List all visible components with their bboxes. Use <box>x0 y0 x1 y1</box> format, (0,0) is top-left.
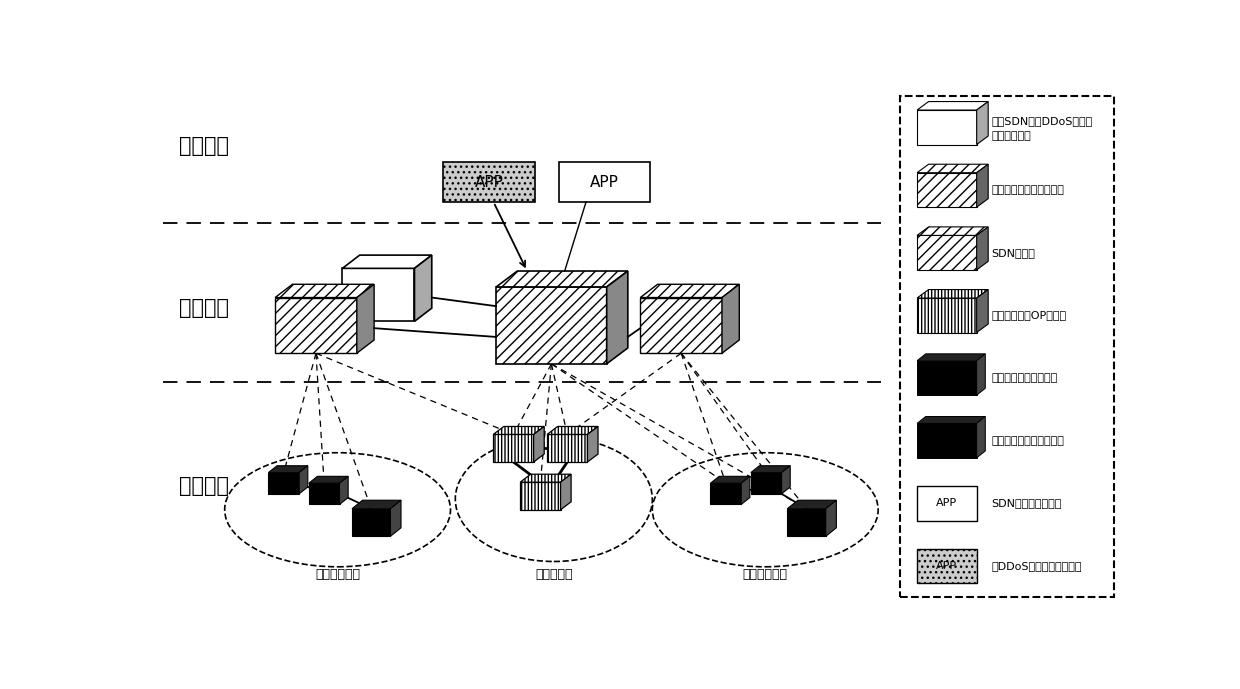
Polygon shape <box>918 173 977 207</box>
Polygon shape <box>309 476 348 483</box>
Text: APP: APP <box>590 174 619 189</box>
Text: 工业SDN网络DDoS攻击检: 工业SDN网络DDoS攻击检 <box>991 116 1092 126</box>
Bar <box>900 96 1114 597</box>
Polygon shape <box>711 476 750 483</box>
Polygon shape <box>309 483 340 504</box>
Polygon shape <box>494 426 544 435</box>
Text: APP: APP <box>475 174 503 189</box>
Polygon shape <box>742 476 750 504</box>
Polygon shape <box>357 285 374 353</box>
Text: 工业接入网络: 工业接入网络 <box>743 568 787 581</box>
Bar <box>918 548 977 583</box>
Text: 防DDoS攻击应用管理软件: 防DDoS攻击应用管理软件 <box>991 561 1081 571</box>
Polygon shape <box>640 285 739 298</box>
Polygon shape <box>977 289 988 333</box>
Polygon shape <box>751 466 790 473</box>
Polygon shape <box>918 164 988 173</box>
Polygon shape <box>547 435 588 462</box>
Polygon shape <box>787 508 826 536</box>
Polygon shape <box>918 416 986 423</box>
Polygon shape <box>640 298 722 353</box>
Polygon shape <box>918 110 977 145</box>
Polygon shape <box>521 474 572 482</box>
Polygon shape <box>826 500 836 536</box>
Polygon shape <box>751 473 781 494</box>
Polygon shape <box>560 474 572 510</box>
Text: SDN控制器控制软件: SDN控制器控制软件 <box>991 498 1061 508</box>
Polygon shape <box>268 466 308 473</box>
Polygon shape <box>977 354 986 395</box>
Polygon shape <box>494 435 533 462</box>
Polygon shape <box>342 255 432 268</box>
Polygon shape <box>787 500 836 508</box>
Text: 控制平面: 控制平面 <box>179 298 229 318</box>
Text: APP: APP <box>936 561 957 571</box>
Bar <box>558 162 650 202</box>
Polygon shape <box>977 416 986 458</box>
Polygon shape <box>722 285 739 353</box>
Polygon shape <box>533 426 544 462</box>
Polygon shape <box>918 361 977 395</box>
Text: 工业接入网络: 工业接入网络 <box>315 568 360 581</box>
Polygon shape <box>496 271 627 287</box>
Polygon shape <box>918 101 988 110</box>
Polygon shape <box>340 476 348 504</box>
Polygon shape <box>299 466 308 494</box>
Polygon shape <box>977 164 988 207</box>
Polygon shape <box>918 236 977 270</box>
Bar <box>918 486 977 520</box>
Polygon shape <box>496 287 606 364</box>
Polygon shape <box>977 227 988 270</box>
Text: APP: APP <box>936 498 957 508</box>
Polygon shape <box>352 500 401 508</box>
Polygon shape <box>352 508 391 536</box>
Polygon shape <box>918 298 977 333</box>
Polygon shape <box>781 466 790 494</box>
Text: 工业回程网: 工业回程网 <box>536 568 573 581</box>
Text: 工业接入网络系统管理器: 工业接入网络系统管理器 <box>991 185 1064 195</box>
Polygon shape <box>918 423 977 458</box>
Polygon shape <box>918 289 988 298</box>
Text: 转发平面: 转发平面 <box>179 476 229 496</box>
Polygon shape <box>977 101 988 145</box>
Polygon shape <box>414 255 432 321</box>
Text: 应用平面: 应用平面 <box>179 136 229 156</box>
Text: 工业接入网络边界路由器: 工业接入网络边界路由器 <box>991 435 1064 446</box>
Bar <box>444 162 534 202</box>
Text: SDN控制器: SDN控制器 <box>991 247 1035 258</box>
Polygon shape <box>606 271 627 364</box>
Polygon shape <box>918 354 986 361</box>
Polygon shape <box>918 227 988 236</box>
Text: 工业接入网络网络设备: 工业接入网络网络设备 <box>991 373 1058 383</box>
Polygon shape <box>588 426 598 462</box>
Polygon shape <box>711 483 742 504</box>
Text: 工业回程网络OP交换机: 工业回程网络OP交换机 <box>991 310 1066 320</box>
Polygon shape <box>275 285 374 298</box>
Polygon shape <box>547 426 598 435</box>
Polygon shape <box>275 298 357 353</box>
Polygon shape <box>391 500 401 536</box>
Polygon shape <box>342 268 414 321</box>
Polygon shape <box>268 473 299 494</box>
Polygon shape <box>521 482 560 510</box>
Text: 测与缓解系统: 测与缓解系统 <box>991 131 1030 141</box>
